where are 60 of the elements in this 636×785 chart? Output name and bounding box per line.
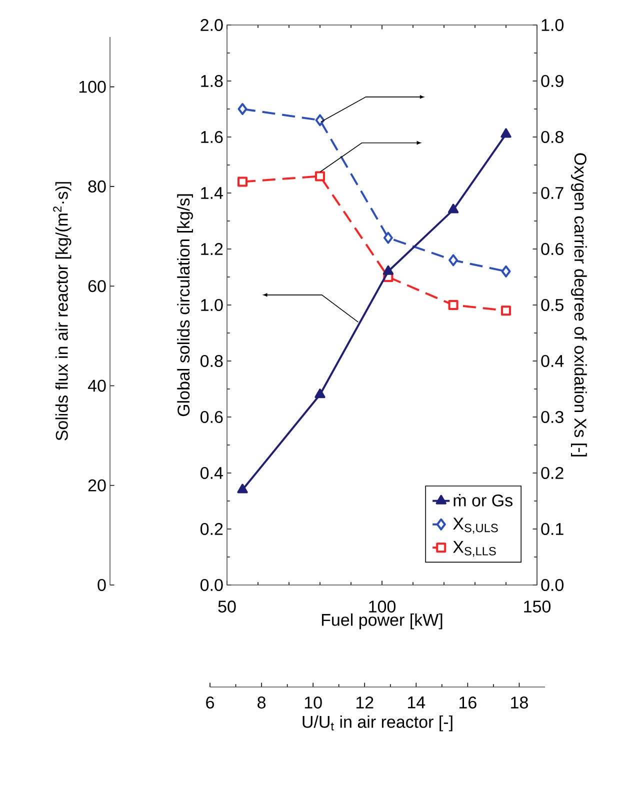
point — [315, 114, 325, 126]
point — [238, 103, 248, 115]
point — [448, 204, 459, 214]
y2-tick-label: 0.3 — [541, 410, 564, 424]
point — [237, 484, 248, 494]
point — [500, 128, 512, 138]
x-tick-label: 150 — [524, 600, 551, 613]
x2-tick-label: 6 — [206, 696, 214, 709]
y-tick-label: 0.2 — [200, 522, 223, 536]
y-tick-label: 0.4 — [200, 466, 223, 480]
y-tick-label: 2.0 — [200, 18, 223, 32]
y2-tick-label: 0.9 — [541, 74, 564, 88]
point — [448, 300, 458, 310]
x-axis-title: Fuel power [kW] — [322, 613, 442, 630]
y2-tick-label: 0.2 — [541, 466, 564, 480]
y2-tick-label: 0.6 — [541, 242, 564, 256]
y3-axis-title: Solids flux in air reactor [kg/(m$^{2}$·s)] — [53, 182, 72, 440]
y-axis-title: Global solids circulation [kg/s] — [177, 194, 193, 416]
x-tick-label: 50 — [218, 600, 236, 613]
y2-tick-label: 1.0 — [542, 18, 564, 32]
x2-tick-label: 12 — [356, 696, 374, 708]
y2-tick-label: 0.5 — [541, 298, 564, 312]
legend-label: X$_{S,ULS}$ — [453, 518, 498, 534]
y2-axis-title: Oxygen carrier degree of oxidation Xs [-] — [571, 153, 587, 456]
legend-label: X$_{S,LLS}$ — [453, 541, 496, 557]
x2-tick-label: 10 — [304, 696, 322, 709]
y-tick-label: 0.8 — [200, 354, 223, 368]
y-tick-label: 1.2 — [201, 243, 223, 255]
x2-tick-label: 8 — [258, 696, 266, 709]
y-tick-label: 1.4 — [201, 187, 223, 199]
point — [382, 265, 394, 275]
y2-tick-label: 0.8 — [541, 130, 564, 144]
point — [314, 388, 326, 398]
y3-tick-label: 100 — [79, 80, 106, 93]
point — [315, 171, 325, 182]
y-tick-label: 1.6 — [201, 130, 223, 144]
y2-tick-label: 0.0 — [541, 578, 564, 592]
y-tick-label: 1.0 — [201, 298, 223, 312]
y-tick-label: 0.6 — [200, 410, 223, 424]
y3-tick-label: 40 — [88, 380, 106, 392]
point — [500, 306, 511, 316]
y3-tick-label: 80 — [88, 180, 106, 192]
y3-tick-label: 0 — [98, 578, 106, 592]
y-tick-label: 0.0 — [200, 578, 223, 592]
x2-tick-label: 14 — [408, 696, 426, 708]
y2-tick-label: 0.1 — [541, 522, 564, 536]
y-tick-label: 1.8 — [201, 74, 223, 88]
x2-tick-label: 16 — [460, 696, 476, 709]
x-tick-label: 100 — [369, 600, 396, 613]
y3-tick-label: 60 — [88, 280, 106, 292]
point — [383, 232, 393, 244]
legend-label: ṁ or Gs — [454, 494, 512, 506]
point — [501, 265, 511, 278]
point — [448, 254, 458, 266]
y2-tick-label: 0.4 — [541, 354, 564, 368]
x2-tick-label: 18 — [511, 696, 528, 709]
x2-axis-title: U/U$_{t}$ in air reactor [-] — [302, 715, 452, 732]
y2-tick-label: 0.7 — [541, 186, 564, 200]
y3-tick-label: 20 — [88, 479, 106, 492]
point — [238, 176, 248, 187]
